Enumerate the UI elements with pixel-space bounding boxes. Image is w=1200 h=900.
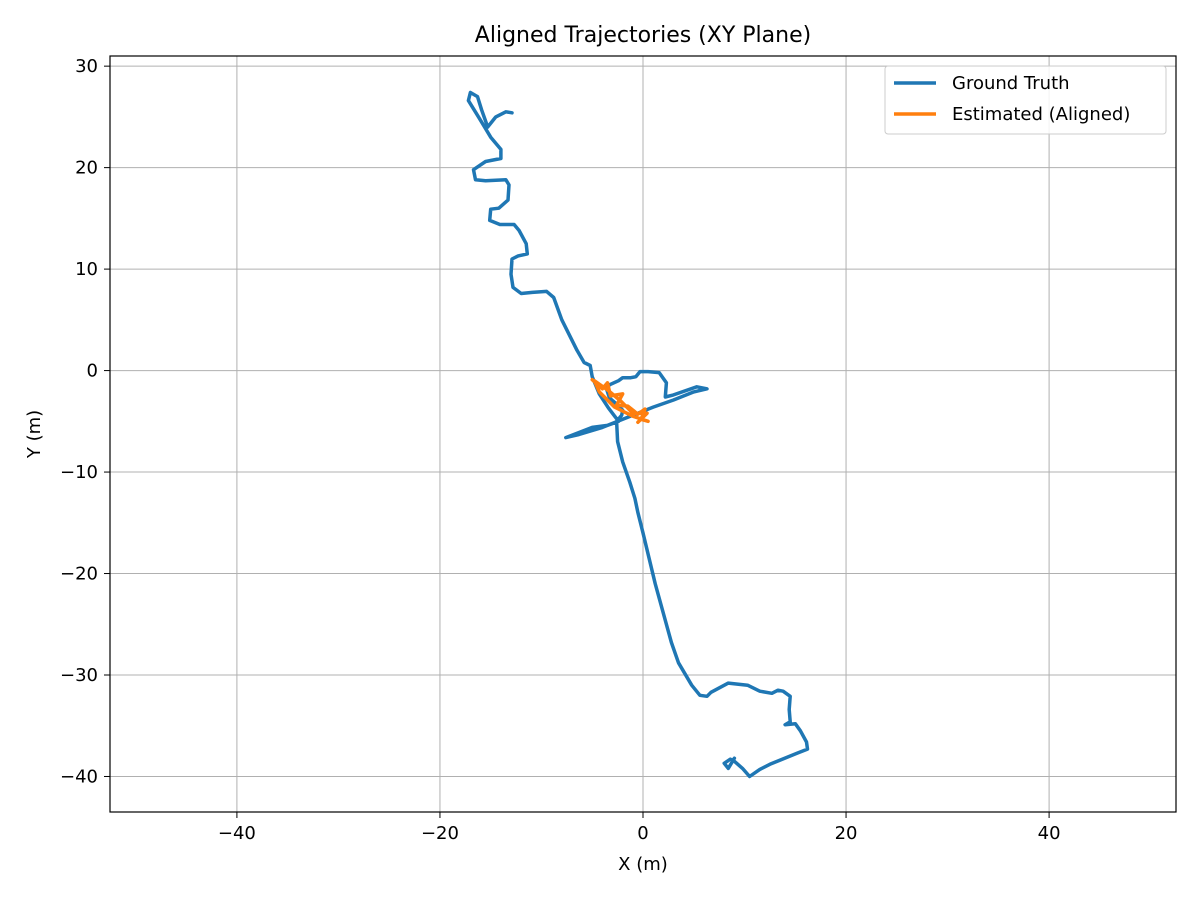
y-tick-label: 20 [75,158,98,179]
series-layer [466,90,810,779]
chart-title: Aligned Trajectories (XY Plane) [475,23,811,48]
y-tick-label: −30 [60,665,98,686]
y-tick-label: −10 [60,462,98,483]
legend: Ground Truth Estimated (Aligned) [884,65,1167,135]
ground-truth-line [466,90,810,779]
estimated-line [590,377,650,425]
x-tick-label: 0 [637,823,648,844]
y-tick-label: 30 [75,56,98,77]
y-axis-label: Y (m) [24,410,45,459]
legend-label-ground-truth: Ground Truth [952,73,1070,94]
y-axis-ticks: −40 −30 −20 −10 0 10 20 30 [60,56,110,787]
y-tick-label: 10 [75,259,98,280]
x-axis-ticks: −40 −20 0 20 40 [218,812,1061,844]
x-tick-label: 40 [1038,823,1061,844]
legend-box [884,65,1167,135]
y-tick-label: 0 [87,361,98,382]
y-tick-label: −40 [60,766,98,787]
x-tick-label: −20 [421,823,459,844]
x-tick-label: 20 [835,823,858,844]
y-tick-label: −20 [60,564,98,585]
x-axis-label: X (m) [618,854,668,875]
legend-label-estimated: Estimated (Aligned) [952,104,1130,125]
x-tick-label: −40 [218,823,256,844]
